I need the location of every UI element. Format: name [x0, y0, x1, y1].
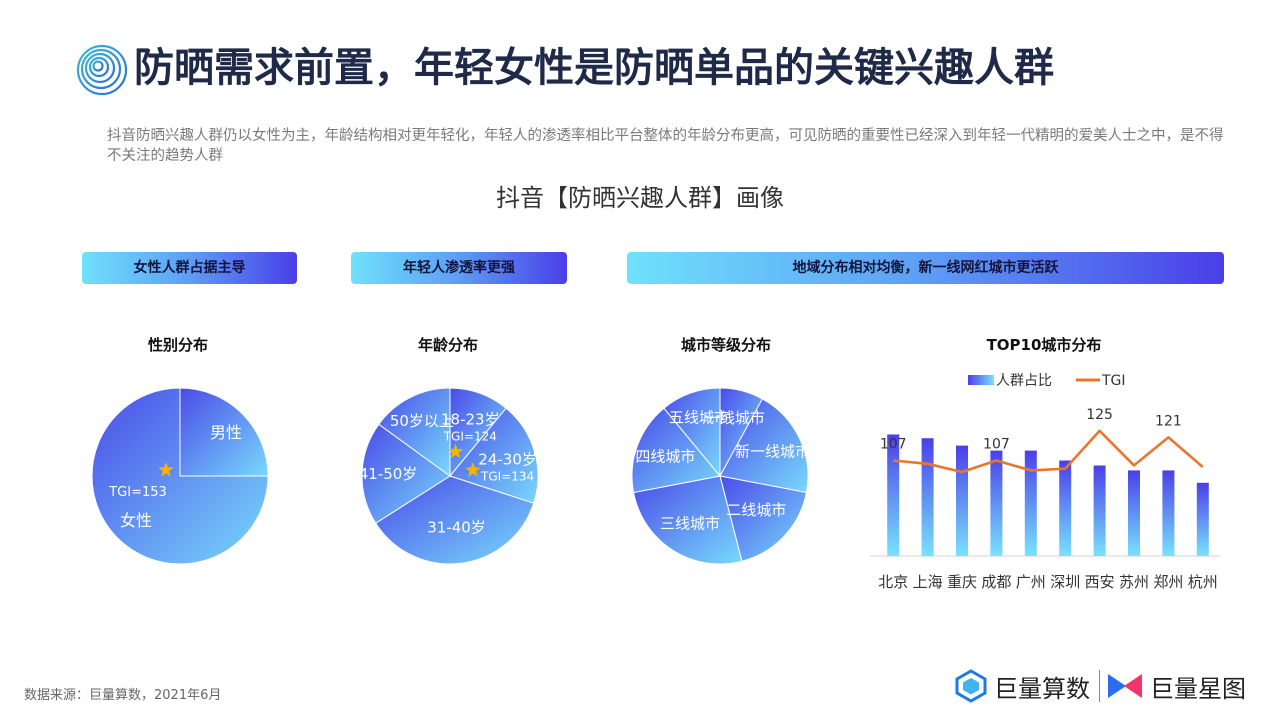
top10-chart-title: TOP10城市分布 — [986, 336, 1102, 354]
brand-separator — [1099, 670, 1100, 702]
bar — [1059, 460, 1072, 556]
city-tier-chart-title: 城市等级分布 — [680, 336, 771, 354]
top10-city-combo-chart: 人群占比 TGI 北京 上海 重庆 成都 广州 深圳 西安 苏州 郑州 杭州 107 107 125 121 — [870, 373, 1220, 591]
pie-slice — [378, 387, 451, 477]
juliang-suanshu-logo-icon — [955, 669, 987, 703]
bar — [1128, 470, 1140, 556]
x-tick-label: 西安 — [1085, 573, 1115, 591]
legend-label: TGI — [1101, 373, 1126, 389]
data-source-note: 数据来源：巨量算数，2021年6月 — [24, 688, 222, 703]
pie-slice — [449, 407, 539, 504]
x-tick-label: 重庆 — [947, 573, 977, 591]
age-chart-title: 年龄分布 — [417, 336, 478, 354]
x-tick-label: 郑州 — [1153, 573, 1183, 591]
pie-label: 三线城市 — [660, 514, 720, 532]
bar — [1093, 465, 1106, 556]
pie-slice — [719, 475, 808, 562]
x-tick-label: 北京 — [878, 573, 908, 591]
concentric-circles-logo-icon — [76, 44, 128, 96]
page-subtitle: 抖音防晒兴趣人群仍以女性为主，年龄结构相对更年轻化，年轻人的渗透率相比平台整体的… — [107, 128, 1224, 164]
brand-juliang-xingtu: 巨量星图 — [1106, 666, 1246, 706]
tgi-star-icon — [158, 462, 174, 477]
banner-young-penetration: 年轻人渗透率更强 — [351, 252, 567, 284]
tgi-data-label: 107 — [983, 437, 1010, 453]
pie-label: 二线城市 — [726, 501, 786, 519]
brand-juliang-xingtu-text: 巨量星图 — [1150, 674, 1246, 703]
tgi-line — [893, 429, 1204, 474]
x-tick-label: 上海 — [913, 573, 943, 591]
x-tick-label: 深圳 — [1050, 573, 1080, 591]
pie-label: 新一线城市 — [735, 442, 810, 460]
pie-label: 女性 — [120, 511, 152, 530]
tgi-label: TGI=153 — [108, 485, 167, 500]
x-tick-label: 苏州 — [1119, 573, 1149, 591]
bar — [887, 434, 900, 556]
tgi-data-label: 107 — [880, 437, 907, 453]
pie-slice — [375, 475, 535, 565]
pie-label: 50岁以上 — [390, 412, 454, 430]
legend-bar-swatch — [968, 375, 994, 385]
pie-slice — [361, 423, 451, 524]
juliang-xingtu-logo-icon — [1108, 674, 1142, 698]
pie-label: 男性 — [210, 423, 242, 442]
tgi-data-label: 125 — [1086, 407, 1113, 423]
bar — [1162, 470, 1175, 556]
pie-slice — [719, 398, 809, 494]
pie-label: 五线城市 — [669, 409, 729, 427]
pie-label: 18-23岁 — [441, 411, 500, 429]
banner-region-distribution: 地域分布相对均衡，新一线网红城市更活跃 — [627, 252, 1224, 284]
pie-slice — [179, 387, 269, 477]
bar — [990, 450, 1003, 556]
x-tick-label: 广州 — [1016, 573, 1046, 591]
pie-slice — [631, 407, 721, 494]
gender-chart-title: 性别分布 — [147, 336, 208, 354]
gender-pie-chart: 男性 TGI=153 女性 — [91, 387, 269, 565]
tgi-star-icon — [465, 462, 481, 477]
pie-slice — [91, 387, 269, 565]
section-title: 抖音【防晒兴趣人群】画像 — [496, 184, 784, 212]
pie-label: 一线城市 — [705, 409, 765, 427]
x-tick-label: 杭州 — [1188, 573, 1218, 591]
x-tick-label: 成都 — [981, 573, 1011, 591]
pie-label: 41-50岁 — [359, 465, 418, 483]
banner-female-dominant: 女性人群占据主导 — [82, 252, 297, 284]
pie-label: 四线城市 — [635, 447, 695, 465]
tgi-label: TGI=134 — [480, 469, 534, 483]
tgi-label: TGI=124 — [443, 430, 497, 444]
tgi-star-icon — [447, 443, 464, 459]
pie-label: 31-40岁 — [427, 519, 486, 537]
pie-label: 24-30岁 — [478, 450, 537, 468]
brand-juliang-suanshu: 巨量算数 — [954, 666, 1090, 706]
brand-juliang-suanshu-text: 巨量算数 — [994, 674, 1090, 703]
pie-slice — [663, 387, 721, 478]
tgi-data-label: 121 — [1155, 413, 1182, 429]
bar — [1024, 450, 1037, 556]
bar — [1196, 482, 1209, 556]
pie-slice — [632, 475, 743, 565]
page-title: 防晒需求前置，年轻女性是防晒单品的关键兴趣人群 — [134, 45, 1054, 91]
legend-label: 人群占比 — [996, 373, 1052, 389]
bar — [956, 445, 968, 556]
bar — [921, 438, 934, 556]
